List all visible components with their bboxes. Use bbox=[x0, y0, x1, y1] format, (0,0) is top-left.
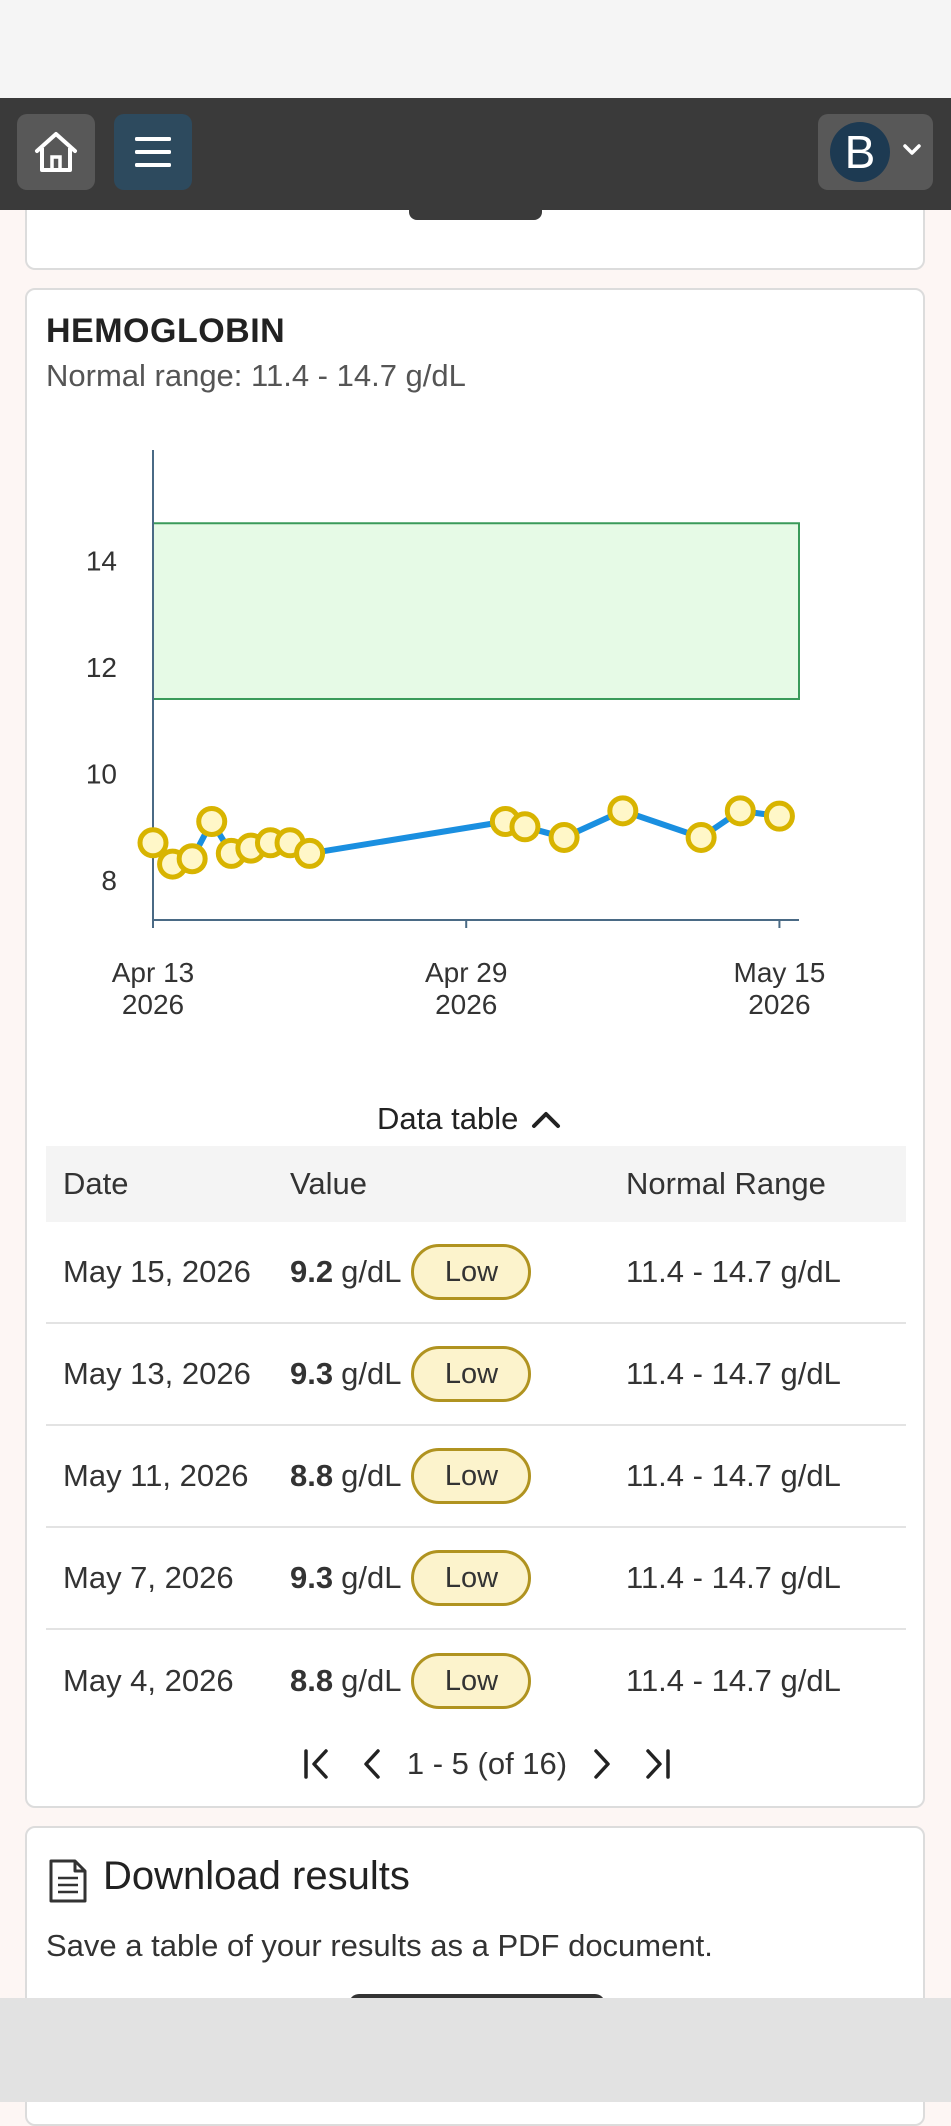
column-header-date: Date bbox=[63, 1166, 129, 1201]
last-page-button[interactable] bbox=[637, 1739, 677, 1789]
row-normal-range: 11.4 - 14.7 g/dL bbox=[626, 1560, 841, 1595]
x-tick-label: 2026 bbox=[748, 989, 810, 1020]
normal-range-band bbox=[152, 522, 800, 700]
x-tick-label: 2026 bbox=[435, 989, 497, 1020]
hamburger-menu-icon bbox=[135, 137, 171, 167]
data-point bbox=[685, 821, 717, 853]
table-row: May 7, 2026 9.3 g/dL Low 11.4 - 14.7 g/dL bbox=[46, 1528, 906, 1630]
table-row: May 4, 2026 8.8 g/dL Low 11.4 - 14.7 g/dL bbox=[46, 1630, 906, 1732]
data-point bbox=[763, 800, 795, 832]
y-tick-label: 12 bbox=[86, 652, 117, 683]
row-normal-range: 11.4 - 14.7 g/dL bbox=[626, 1663, 841, 1698]
data-point bbox=[509, 811, 541, 843]
avatar: B bbox=[830, 122, 890, 182]
chevron-down-icon bbox=[903, 144, 921, 155]
row-value-unit: g/dL bbox=[341, 1356, 402, 1391]
results-data-table: Date Value Normal Range May 15, 2026 9.2 g… bbox=[46, 1146, 906, 1732]
document-icon bbox=[49, 1859, 87, 1903]
top-navigation-bar: B bbox=[0, 98, 951, 210]
hemoglobin-result-card: HEMOGLOBIN Normal range: 11.4 - 14.7 g/d… bbox=[25, 288, 925, 1808]
status-badge: Low bbox=[411, 1550, 532, 1606]
data-point bbox=[724, 795, 756, 827]
table-row: May 11, 2026 8.8 g/dL Low 11.4 - 14.7 g/dL bbox=[46, 1426, 906, 1528]
normal-range-text: Normal range: 11.4 - 14.7 g/dL bbox=[46, 358, 466, 393]
row-value-unit: g/dL bbox=[341, 1560, 402, 1595]
x-tick-label: Apr 29 bbox=[425, 957, 508, 988]
row-date: May 13, 2026 bbox=[63, 1356, 251, 1391]
row-value: 9.3 g/dL Low bbox=[290, 1550, 626, 1606]
x-tick-label: 2026 bbox=[122, 989, 184, 1020]
previous-page-button[interactable] bbox=[352, 1739, 392, 1789]
row-date: May 4, 2026 bbox=[63, 1663, 234, 1698]
data-table-toggle-label: Data table bbox=[377, 1101, 519, 1136]
column-header-normal-range: Normal Range bbox=[626, 1166, 826, 1201]
status-badge: Low bbox=[411, 1244, 532, 1300]
bottom-system-bar bbox=[0, 1998, 951, 2102]
row-value: 8.8 g/dL Low bbox=[290, 1653, 626, 1709]
row-value: 9.2 g/dL Low bbox=[290, 1244, 626, 1300]
row-value-number: 9.3 bbox=[290, 1560, 334, 1595]
table-row: May 15, 2026 9.2 g/dL Low 11.4 - 14.7 g/dL bbox=[46, 1222, 906, 1324]
data-point bbox=[176, 843, 208, 875]
row-date: May 15, 2026 bbox=[63, 1254, 251, 1289]
row-value: 9.3 g/dL Low bbox=[290, 1346, 626, 1402]
row-value-number: 8.8 bbox=[290, 1458, 334, 1493]
x-tick-label: Apr 13 bbox=[112, 957, 195, 988]
data-point bbox=[607, 795, 639, 827]
row-value-number: 9.3 bbox=[290, 1356, 334, 1391]
download-results-title: Download results bbox=[103, 1854, 410, 1898]
row-normal-range: 11.4 - 14.7 g/dL bbox=[626, 1458, 841, 1493]
row-normal-range: 11.4 - 14.7 g/dL bbox=[626, 1254, 841, 1289]
y-tick-label: 10 bbox=[86, 759, 117, 790]
next-page-button[interactable] bbox=[582, 1739, 622, 1789]
home-icon bbox=[35, 132, 77, 172]
table-header-row: Date Value Normal Range bbox=[46, 1146, 906, 1222]
status-badge: Low bbox=[411, 1653, 532, 1709]
last-page-icon bbox=[646, 1749, 670, 1779]
first-page-icon bbox=[304, 1749, 328, 1779]
download-results-description: Save a table of your results as a PDF do… bbox=[46, 1928, 713, 1963]
data-point bbox=[294, 837, 326, 869]
y-tick-label: 8 bbox=[101, 865, 117, 896]
status-bar-area bbox=[0, 0, 951, 98]
first-page-button[interactable] bbox=[297, 1739, 337, 1789]
home-button[interactable] bbox=[17, 114, 95, 190]
row-value-unit: g/dL bbox=[341, 1254, 402, 1289]
profile-menu-button[interactable]: B bbox=[818, 114, 933, 190]
y-tick-label: 14 bbox=[86, 546, 117, 577]
data-point bbox=[548, 821, 580, 853]
chevron-up-icon bbox=[532, 1112, 561, 1128]
row-value-unit: g/dL bbox=[341, 1663, 402, 1698]
table-row: May 13, 2026 9.3 g/dL Low 11.4 - 14.7 g/dL bbox=[46, 1324, 906, 1426]
data-table-toggle[interactable]: Data table bbox=[377, 1096, 597, 1142]
main-menu-button[interactable] bbox=[114, 114, 192, 190]
pagination: 1 - 5 (of 16) bbox=[297, 1738, 677, 1790]
row-date: May 11, 2026 bbox=[63, 1458, 249, 1493]
previous-page-icon bbox=[364, 1749, 380, 1779]
data-point bbox=[196, 805, 228, 837]
next-page-icon bbox=[594, 1749, 610, 1779]
column-header-value: Value bbox=[290, 1166, 367, 1201]
row-normal-range: 11.4 - 14.7 g/dL bbox=[626, 1356, 841, 1391]
data-point bbox=[137, 827, 169, 859]
row-value-number: 9.2 bbox=[290, 1254, 334, 1289]
pagination-label: 1 - 5 (of 16) bbox=[406, 1746, 568, 1781]
row-value: 8.8 g/dL Low bbox=[290, 1448, 626, 1504]
test-title: HEMOGLOBIN bbox=[46, 312, 286, 350]
previous-card-button-edge bbox=[409, 208, 542, 220]
row-date: May 7, 2026 bbox=[63, 1560, 234, 1595]
row-value-number: 8.8 bbox=[290, 1663, 334, 1698]
status-badge: Low bbox=[411, 1448, 532, 1504]
row-value-unit: g/dL bbox=[341, 1458, 402, 1493]
x-tick-label: May 15 bbox=[734, 957, 826, 988]
status-badge: Low bbox=[411, 1346, 532, 1402]
